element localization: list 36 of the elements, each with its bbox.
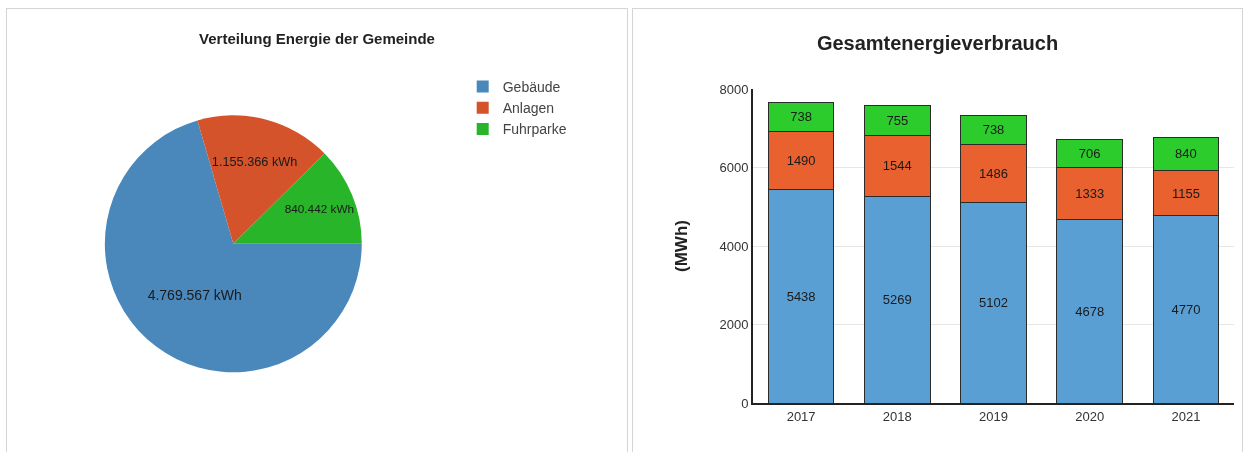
data-label: 840 [1175,146,1197,162]
legend-label: Anlagen [502,100,555,117]
data-label: 1.155.366 kWh [211,154,298,170]
data-label: 755 [886,113,909,129]
y-tick-label: 2000 [719,317,749,333]
data-label: 5438 [786,288,816,304]
data-label: 5102 [979,295,1008,311]
data-label: 4770 [1171,301,1201,317]
data-label: 840.442 kWh [284,201,355,215]
legend-label: Gebäude [502,79,561,96]
y-axis-title: (MWh) [671,220,691,272]
legend-label: Fuhrparke [502,121,567,138]
chart-title: Gesamtenergieverbrauch [816,32,1059,54]
data-label: 5269 [882,292,912,308]
data-label: 738 [790,109,812,125]
data-label: 1155 [1171,185,1200,201]
data-label: 1486 [979,166,1008,182]
pie-slice [104,120,362,373]
chart-title: Verteilung Energie der Gemeinde [199,30,435,48]
y-tick-label: 0 [741,395,749,411]
data-label: 4.769.567 kWh [147,287,242,304]
data-label: 1490 [786,152,816,168]
x-tick-label: 2018 [882,408,912,424]
data-label: 706 [1078,145,1101,161]
pie-slice [197,115,325,244]
y-tick-label: 4000 [719,238,749,254]
y-tick-label: 6000 [719,160,749,176]
data-label: 738 [982,122,1005,138]
data-label: 1544 [882,158,912,174]
data-label: 4678 [1075,303,1105,319]
x-tick-label: 2021 [1171,408,1201,424]
data-label: 1333 [1075,185,1105,201]
x-tick-label: 2017 [786,408,816,424]
x-tick-label: 2019 [979,408,1008,424]
y-tick-label: 8000 [719,81,749,97]
x-tick-label: 2020 [1075,408,1105,424]
